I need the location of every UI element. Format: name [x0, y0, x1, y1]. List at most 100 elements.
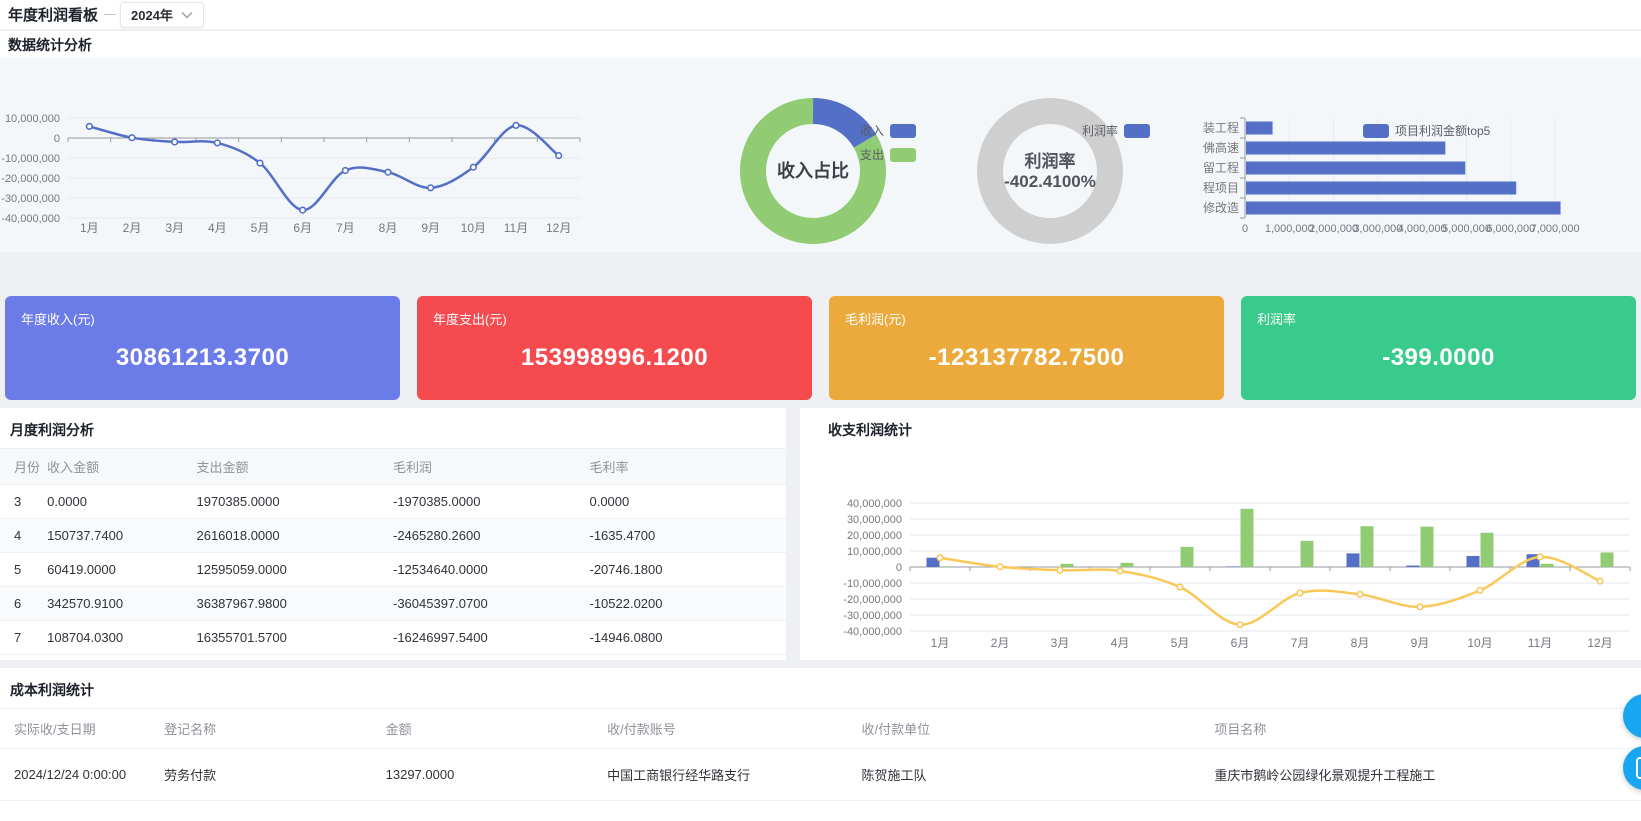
- svg-text:-40,000,000: -40,000,000: [843, 626, 902, 638]
- income-expense-combo-chart: 40,000,000 30,000,000 20,000,000 10,000,000…: [843, 498, 1631, 650]
- svg-text:8月: 8月: [1351, 636, 1370, 650]
- table-cell: -14946.0800: [589, 620, 786, 655]
- svg-text:收入占比: 收入占比: [777, 160, 849, 181]
- svg-text:11月: 11月: [504, 221, 528, 235]
- kpi-value: -123137782.7500: [928, 344, 1125, 371]
- top-bar: 年度利润看板 2024年: [0, 0, 1641, 30]
- svg-text:12月: 12月: [1587, 636, 1612, 650]
- svg-text:-30,000,000: -30,000,000: [1, 193, 60, 205]
- kpi-value: 30861213.3700: [115, 344, 290, 371]
- svg-text:10,000,000: 10,000,000: [5, 113, 60, 125]
- svg-text:0: 0: [896, 562, 902, 574]
- svg-text:3月: 3月: [1051, 636, 1070, 650]
- table-cell: -12534640.0000: [392, 552, 590, 587]
- column-header: 月份: [0, 448, 48, 485]
- column-header: 支出金额: [196, 448, 393, 485]
- table-cell: 0.0000: [47, 484, 197, 519]
- svg-text:修改造: 修改造: [1203, 200, 1239, 215]
- legend-item-project-top5[interactable]: 项目利润金额top5: [1363, 122, 1490, 139]
- table-cell: 5: [0, 552, 48, 587]
- legend-item-income[interactable]: 收入: [860, 122, 917, 139]
- table-cell: 0.0000: [589, 484, 786, 519]
- section-bar: 数据统计分析: [0, 31, 1641, 58]
- floating-contact-button[interactable]: [1623, 746, 1641, 790]
- table-cell: 2024/12/24 0:00:00: [0, 748, 165, 801]
- svg-text:1月: 1月: [80, 221, 99, 235]
- legend-profit-rate: 利润率: [1082, 122, 1151, 139]
- svg-text:5月: 5月: [251, 221, 270, 235]
- svg-text:2月: 2月: [123, 221, 142, 235]
- table-cell: 3: [0, 484, 48, 519]
- kpi-cards-row: 年度收入(元) 30861213.3700 年度支出(元) 153998996.…: [5, 296, 1636, 400]
- svg-text:佛高速: 佛高速: [1203, 140, 1239, 155]
- svg-text:4月: 4月: [208, 221, 227, 235]
- column-header: 毛利润: [392, 448, 590, 485]
- svg-text:5月: 5月: [1171, 636, 1190, 650]
- svg-text:2月: 2月: [991, 636, 1010, 650]
- cost-profit-panel: 成本利润统计 实际收/支日期 登记名称 金额 收/付款账号 收/付款单位 项目名称 202…: [0, 668, 1641, 821]
- cost-profit-title: 成本利润统计: [10, 682, 94, 698]
- column-header: 金额: [385, 708, 608, 749]
- income-expense-panel: 收支利润统计 40,000,000 30,000,000 20,000,000 10,…: [800, 408, 1641, 660]
- svg-text:2,000,000: 2,000,000: [1309, 223, 1358, 235]
- table-cell: 13297.0000: [385, 748, 608, 801]
- statistics-chart-panel: 10,000,000 0 -10,000,000 -20,000,000 -30,000…: [0, 58, 1641, 252]
- svg-text:6,000,000: 6,000,000: [1486, 223, 1535, 235]
- kpi-label: 年度支出(元): [433, 312, 507, 327]
- income-expense-title: 收支利润统计: [828, 422, 912, 438]
- table-row: 4 150737.7400 2616018.0000 -2465280.2600 -16…: [0, 518, 786, 553]
- legend-item-profit-rate[interactable]: 利润率: [1082, 122, 1151, 139]
- svg-text:7月: 7月: [1291, 636, 1310, 650]
- svg-text:-20,000,000: -20,000,000: [843, 594, 902, 606]
- svg-text:程项目: 程项目: [1203, 180, 1239, 195]
- table-row: 5 60419.0000 12595059.0000 -12534640.0000 -2…: [0, 552, 786, 587]
- svg-text:9月: 9月: [1411, 636, 1430, 650]
- svg-text:3,000,000: 3,000,000: [1353, 223, 1402, 235]
- column-header: 项目名称: [1214, 708, 1641, 749]
- svg-text:-20,000,000: -20,000,000: [1, 173, 60, 185]
- legend-swatch: [890, 147, 917, 162]
- year-select[interactable]: 2024年: [120, 1, 204, 28]
- profit-rate-donut-chart: 利润率-402.4100%: [977, 98, 1123, 244]
- table-cell: -1970385.0000: [392, 484, 590, 519]
- title-divider: [104, 14, 117, 15]
- svg-text:留工程: 留工程: [1203, 160, 1239, 175]
- legend-income-expense: 收入 支出: [860, 122, 917, 163]
- table-row: 6 342570.9100 36387967.9800 -36045397.0700-…: [0, 586, 786, 621]
- svg-text:0: 0: [54, 133, 60, 145]
- svg-text:0: 0: [1242, 223, 1248, 235]
- table-cell: 150737.7400: [47, 518, 197, 553]
- monthly-profit-panel: 月度利润分析 月份 收入金额 支出金额 毛利润 毛利率 3 0.0000 1970385.0…: [0, 408, 786, 660]
- table-cell: 16355701.5700: [196, 620, 393, 655]
- svg-text:-30,000,000: -30,000,000: [843, 610, 902, 622]
- tablet-icon: [1636, 757, 1641, 779]
- table-cell: 劳务付款: [164, 748, 386, 801]
- svg-text:-10,000,000: -10,000,000: [1, 153, 60, 165]
- table-cell: 108704.0300: [47, 620, 197, 655]
- legend-label: 项目利润金额top5: [1395, 124, 1491, 138]
- table-cell: -36045397.0700: [392, 586, 590, 621]
- cost-profit-table: 实际收/支日期 登记名称 金额 收/付款账号 收/付款单位 项目名称 2024/12/24…: [0, 708, 1641, 801]
- svg-text:4月: 4月: [1111, 636, 1130, 650]
- chevron-down-icon: [181, 11, 193, 19]
- table-cell: -10522.0200: [589, 586, 786, 621]
- monthly-profit-table: 月份 收入金额 支出金额 毛利润 毛利率 3 0.0000 1970385.0000 -197…: [0, 448, 786, 655]
- legend-project-top5: 项目利润金额top5: [1363, 122, 1490, 139]
- table-cell: 7: [0, 620, 48, 655]
- legend-swatch: [890, 123, 917, 138]
- svg-text:10月: 10月: [461, 221, 486, 235]
- floating-scroll-top-button[interactable]: [1623, 694, 1641, 738]
- table-header: 实际收/支日期 登记名称 金额 收/付款账号 收/付款单位 项目名称: [0, 708, 1641, 749]
- svg-text:30,000,000: 30,000,000: [847, 514, 902, 526]
- legend-item-expense[interactable]: 支出: [860, 146, 917, 163]
- column-header: 收/付款账号: [607, 708, 862, 749]
- svg-text:装工程: 装工程: [1203, 120, 1239, 135]
- year-select-value: 2024年: [131, 8, 173, 23]
- svg-text:-10,000,000: -10,000,000: [843, 578, 902, 590]
- page-title: 年度利润看板: [8, 7, 99, 24]
- table-cell: 2616018.0000: [196, 518, 393, 553]
- svg-text:4,000,000: 4,000,000: [1398, 223, 1447, 235]
- column-header: 收/付款单位: [861, 708, 1215, 749]
- kpi-card-gross-profit: 毛利润(元) -123137782.7500: [829, 296, 1224, 400]
